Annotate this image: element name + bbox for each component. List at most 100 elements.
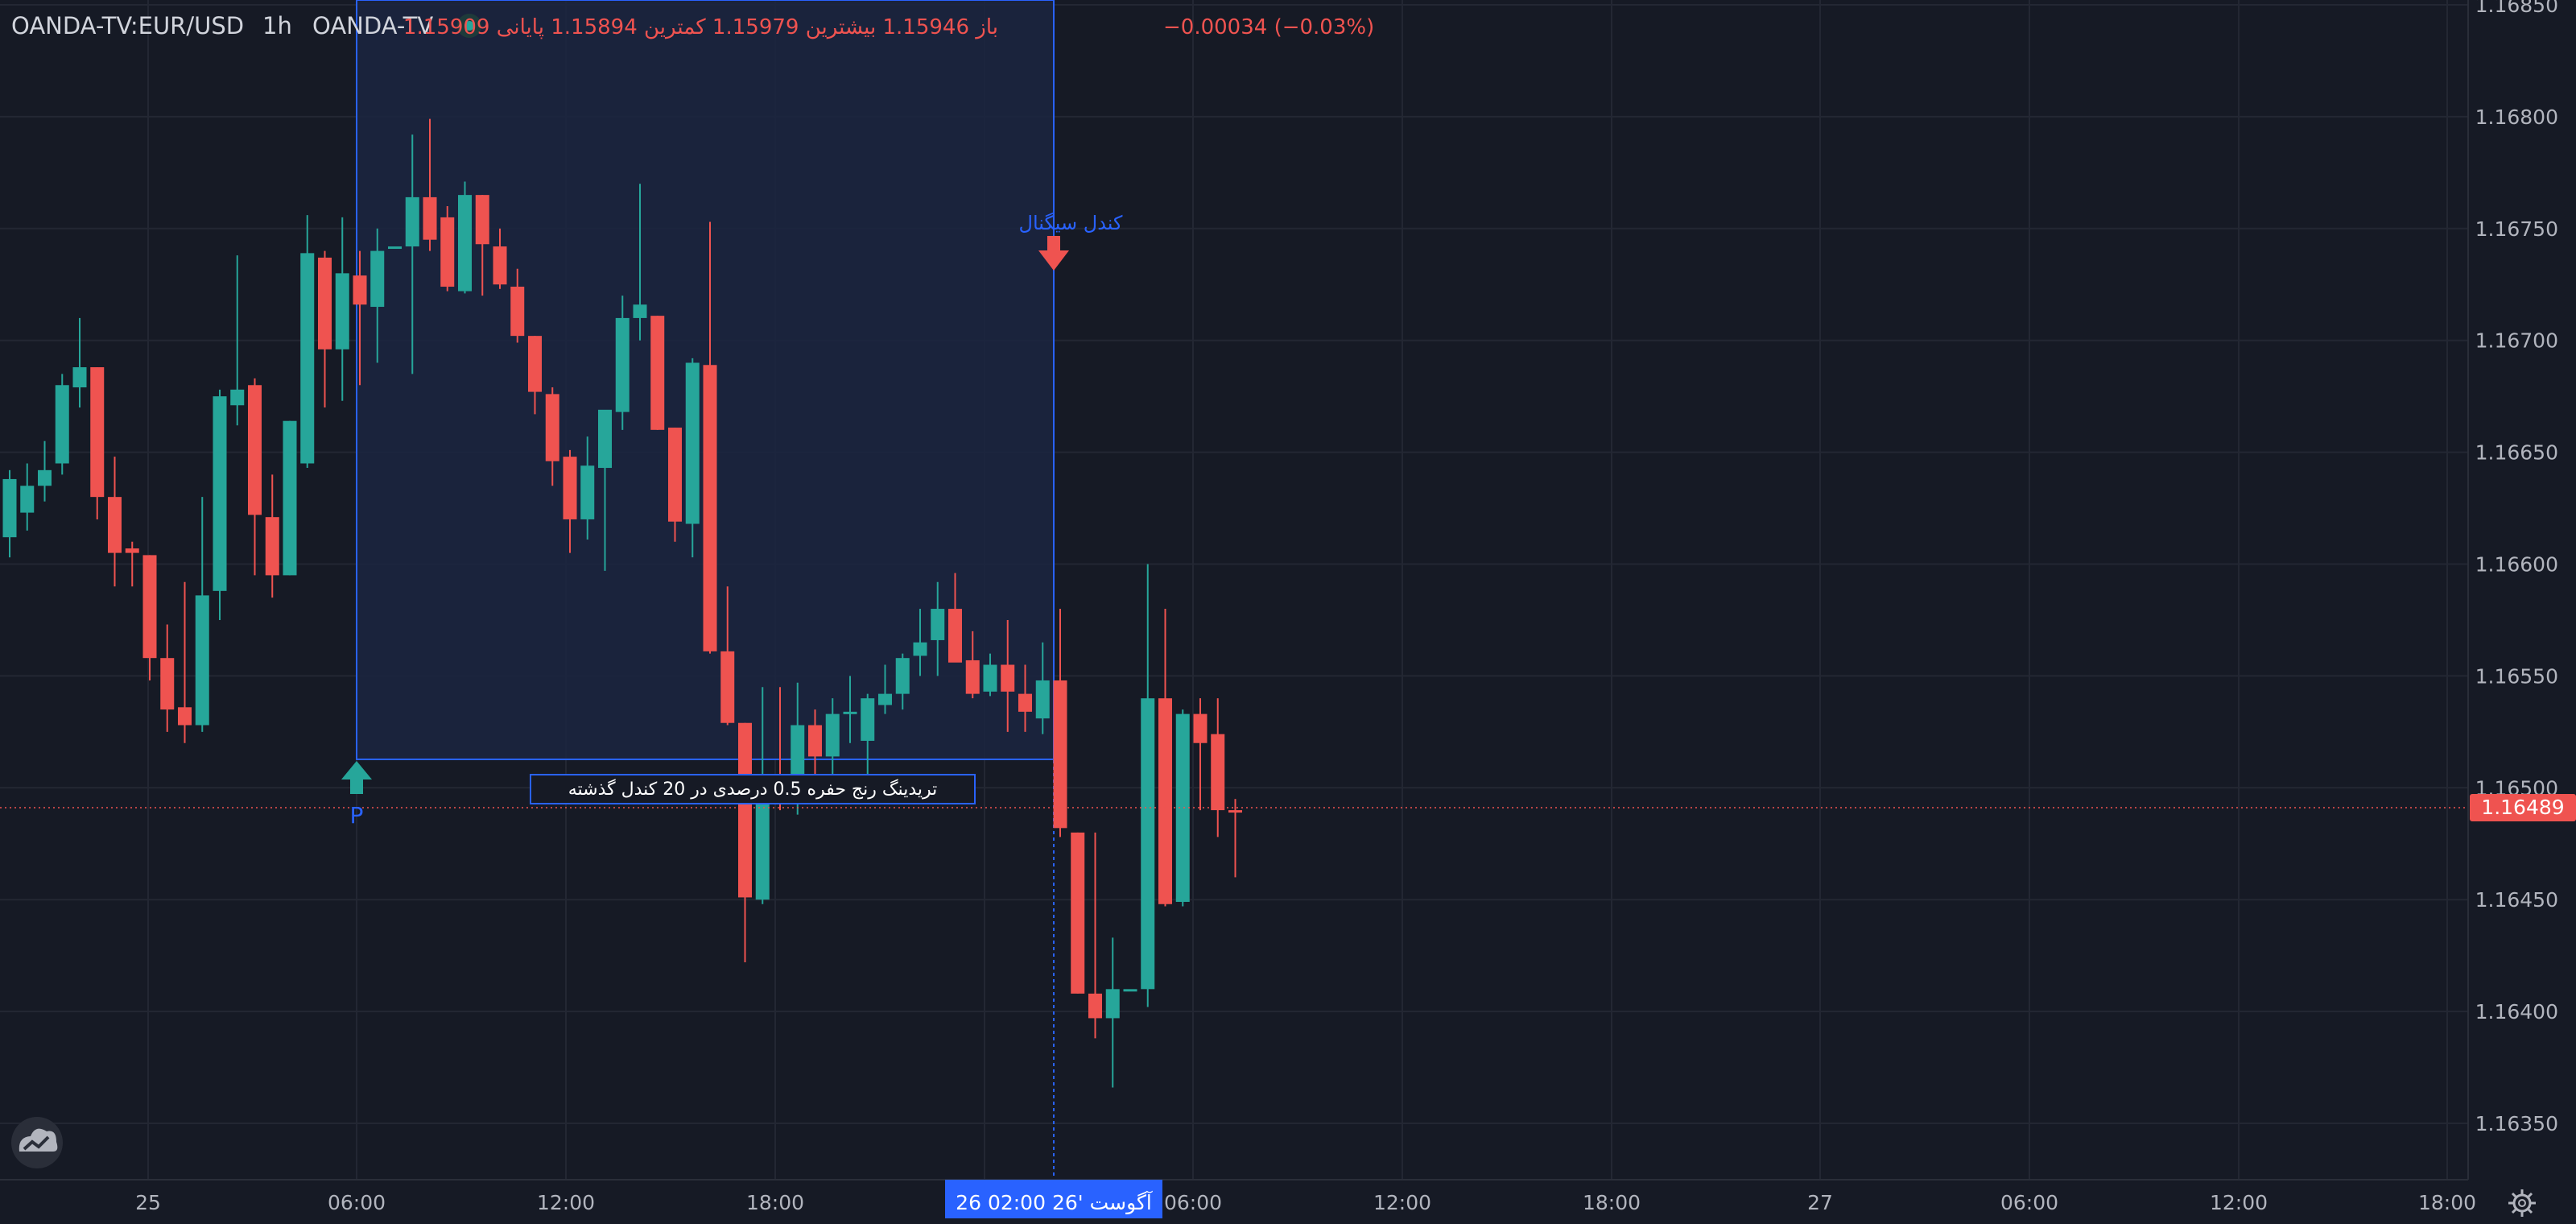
candle-body [493, 246, 507, 285]
candle-body [1001, 664, 1015, 692]
candle-body [160, 658, 175, 710]
candle [1141, 564, 1155, 1007]
candle-body [90, 367, 105, 498]
price-tick-label: 1.16550 [2475, 664, 2558, 688]
candle [1228, 799, 1242, 878]
time-tick-label: 18:00 [2418, 1191, 2476, 1214]
candle-body [878, 693, 892, 705]
candle [38, 440, 52, 502]
candle-body [703, 365, 717, 651]
arrow-down-icon[interactable] [1038, 236, 1069, 271]
candle-body [1141, 698, 1155, 990]
time-tick-label: 06:00 [2000, 1191, 2058, 1214]
candle [843, 676, 857, 743]
candle-body [55, 385, 69, 464]
source-label[interactable]: OANDA-TV [312, 12, 433, 39]
candle-body [1211, 734, 1225, 811]
candle-body [108, 497, 122, 553]
candle-body [983, 664, 997, 692]
candle [1193, 698, 1208, 811]
symbol-header[interactable]: OANDA-TV:EUR/USD 1h OANDA-TV باز 1.15946… [11, 12, 1374, 39]
candle [283, 420, 297, 576]
symbol-name[interactable]: OANDA-TV:EUR/USD [11, 12, 244, 39]
candle-body [808, 725, 822, 757]
candle [265, 474, 279, 598]
candle-body [178, 707, 192, 726]
candle-body [1018, 693, 1032, 712]
interval-label[interactable]: 1h [262, 12, 292, 39]
candle-body [965, 660, 980, 694]
candle [1175, 709, 1190, 907]
candle [1018, 664, 1032, 732]
candle-body [1158, 698, 1172, 904]
crosshair-time-label: 26 آگوست '26 02:00 [956, 1190, 1153, 1214]
candle [1071, 832, 1085, 994]
price-tick-label: 1.16800 [2475, 105, 2558, 129]
candle [125, 541, 139, 587]
price-axis[interactable] [2468, 0, 2576, 1180]
candle [440, 206, 455, 292]
candle-body [475, 195, 489, 245]
time-tick-label: 12:00 [2210, 1191, 2268, 1214]
candle [405, 134, 419, 374]
candle-body [1053, 680, 1067, 829]
candle-body [405, 196, 419, 247]
candle-body [895, 658, 910, 694]
candle [195, 497, 209, 732]
candle-body [1193, 713, 1208, 743]
price-axis-labels: 1.16850 1.16800 1.16750 1.16700 1.16650 1.166… [2475, 0, 2558, 1135]
candle-body [300, 253, 315, 464]
candle [72, 317, 87, 408]
candle [1123, 989, 1137, 992]
candle-body [353, 275, 367, 305]
candle-body [528, 336, 542, 392]
time-tick-label: 18:00 [746, 1191, 804, 1214]
candle [475, 195, 489, 296]
candle [738, 722, 752, 962]
time-tick-label: 06:00 [328, 1191, 386, 1214]
candle [353, 250, 367, 386]
range-label-box[interactable]: تریدینگ رنج حفره 0.5 درصدی در 20 کندل گذ… [530, 774, 976, 804]
candle [300, 215, 315, 469]
candle [931, 581, 945, 676]
candle [913, 609, 927, 676]
signal-candle-label[interactable]: کندل سیگنال [1019, 212, 1124, 234]
time-tick-label: 25 [135, 1191, 161, 1214]
candle-body [423, 196, 437, 240]
candle [861, 693, 875, 784]
candle-body [1088, 993, 1102, 1019]
change-value: −0.00034 (−0.03%) [1163, 15, 1374, 39]
candle [213, 389, 227, 620]
price-tick-label: 1.16400 [2475, 1000, 2558, 1023]
gear-icon[interactable] [2508, 1189, 2536, 1217]
candle-body [825, 713, 840, 757]
candle-body [685, 362, 700, 524]
price-tick-label: 1.16850 [2475, 0, 2558, 17]
arrow-up-icon[interactable] [341, 761, 372, 794]
candle-body [913, 642, 927, 656]
candle [370, 228, 385, 363]
time-axis-labels: 25 06:00 12:00 18:00 06:00 12:00 18:00 27 06:00 1… [135, 1191, 2476, 1214]
price-tick-label: 1.16350 [2475, 1112, 2558, 1135]
candle [248, 378, 262, 576]
time-tick-label: 27 [1807, 1191, 1833, 1214]
candle [650, 316, 665, 430]
price-tick-label: 1.16450 [2475, 888, 2558, 912]
candle-body [598, 409, 612, 469]
candle-body [125, 548, 139, 553]
candle [1211, 698, 1225, 837]
time-axis[interactable] [0, 1180, 2576, 1224]
candle [598, 409, 612, 571]
pivot-label[interactable]: P [350, 802, 364, 829]
candle-body [861, 698, 875, 741]
candle [510, 268, 525, 343]
price-tick-label: 1.16700 [2475, 329, 2558, 353]
price-tick-label: 1.16750 [2475, 217, 2558, 241]
candle-body [458, 195, 472, 292]
candle-body [2, 478, 17, 538]
candle [685, 358, 700, 558]
tradingview-cloud-logo-icon[interactable] [11, 1117, 63, 1168]
candle-body [738, 722, 752, 898]
